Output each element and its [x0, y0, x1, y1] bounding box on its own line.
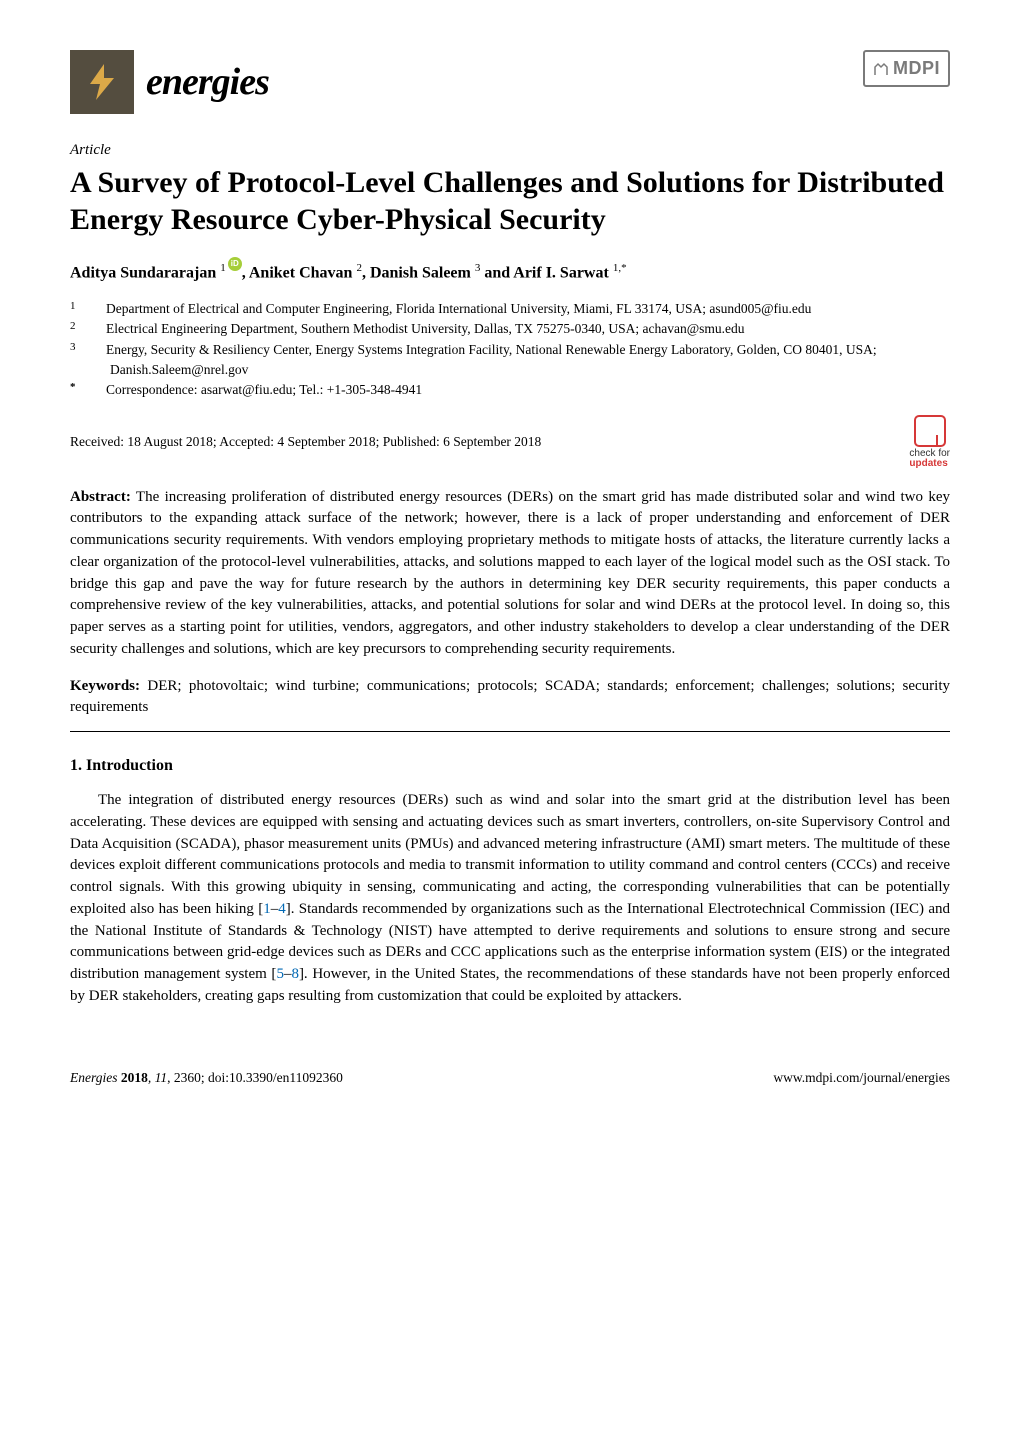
author-1: Aditya Sundararajan	[70, 264, 220, 281]
aff-marker: 1	[90, 299, 106, 315]
journal-name: energies	[146, 54, 269, 111]
aff-marker: *	[90, 380, 106, 396]
affiliations-list: 1Department of Electrical and Computer E…	[70, 299, 950, 400]
footer-year: 2018	[118, 1070, 148, 1085]
journal-logo-block: energies	[70, 50, 269, 114]
publisher-logo: MDPI	[863, 50, 950, 87]
aff-marker: 2	[90, 319, 106, 335]
authors-line: Aditya Sundararajan 1, Aniket Chavan 2, …	[70, 257, 950, 285]
aff-text: Energy, Security & Resiliency Center, En…	[106, 342, 877, 377]
bolt-icon	[82, 62, 122, 102]
keywords-block: Keywords: DER; photovoltaic; wind turbin…	[70, 676, 950, 720]
footer-left: Energies 2018, 11, 2360; doi:10.3390/en1…	[70, 1068, 343, 1088]
author-1-sup: 1	[220, 262, 226, 274]
section-1-heading: 1. Introduction	[70, 754, 950, 778]
check-for-updates-badge[interactable]: check forupdates	[909, 415, 950, 469]
aff-marker: 3	[90, 340, 106, 356]
ref-link-8[interactable]: 8	[291, 966, 299, 982]
affiliation-item: 3Energy, Security & Resiliency Center, E…	[90, 340, 950, 379]
author-2-pre: , Aniket Chavan	[242, 264, 357, 281]
dates-row: Received: 18 August 2018; Accepted: 4 Se…	[70, 415, 950, 469]
intro-text-a: The integration of distributed energy re…	[70, 792, 950, 917]
abstract-label: Abstract:	[70, 489, 131, 505]
keywords-text: DER; photovoltaic; wind turbine; communi…	[70, 678, 950, 716]
ref-link-5[interactable]: 5	[276, 966, 284, 982]
aff-text: Correspondence: asarwat@fiu.edu; Tel.: +…	[106, 382, 422, 397]
author-4-sup: 1,*	[613, 262, 627, 274]
keywords-label: Keywords:	[70, 678, 140, 694]
check-updates-text: check forupdates	[909, 449, 950, 469]
header-row: energies MDPI	[70, 50, 950, 114]
mdpi-icon	[873, 61, 889, 77]
affiliation-item: 2Electrical Engineering Department, Sout…	[90, 319, 950, 339]
aff-text: Electrical Engineering Department, South…	[106, 321, 745, 336]
affiliation-item: 1Department of Electrical and Computer E…	[90, 299, 950, 319]
author-4-pre: and Arif I. Sarwat	[480, 264, 612, 281]
article-title: A Survey of Protocol-Level Challenges an…	[70, 164, 950, 239]
author-3-pre: , Danish Saleem	[362, 264, 475, 281]
section-divider	[70, 731, 950, 732]
affiliation-item: *Correspondence: asarwat@fiu.edu; Tel.: …	[90, 380, 950, 400]
ref-link-4[interactable]: 4	[278, 901, 286, 917]
updates-label: updates	[909, 458, 947, 469]
intro-paragraph: The integration of distributed energy re…	[70, 790, 950, 1008]
publisher-name: MDPI	[893, 55, 940, 82]
abstract-block: Abstract: The increasing proliferation o…	[70, 487, 950, 661]
abstract-text: The increasing proliferation of distribu…	[70, 489, 950, 657]
aff-text: Department of Electrical and Computer En…	[106, 301, 811, 316]
publication-dates: Received: 18 August 2018; Accepted: 4 Se…	[70, 432, 541, 452]
orcid-icon[interactable]	[228, 257, 242, 271]
footer-right[interactable]: www.mdpi.com/journal/energies	[773, 1068, 950, 1088]
article-type: Article	[70, 139, 950, 162]
footer-doi: , 2360; doi:10.3390/en11092360	[167, 1070, 343, 1085]
ref-link-1[interactable]: 1	[263, 901, 271, 917]
footer-vol: , 11	[148, 1070, 167, 1085]
check-updates-icon	[914, 415, 946, 447]
journal-logo-box	[70, 50, 134, 114]
footer-journal: Energies	[70, 1070, 118, 1085]
page-footer: Energies 2018, 11, 2360; doi:10.3390/en1…	[70, 1068, 950, 1088]
